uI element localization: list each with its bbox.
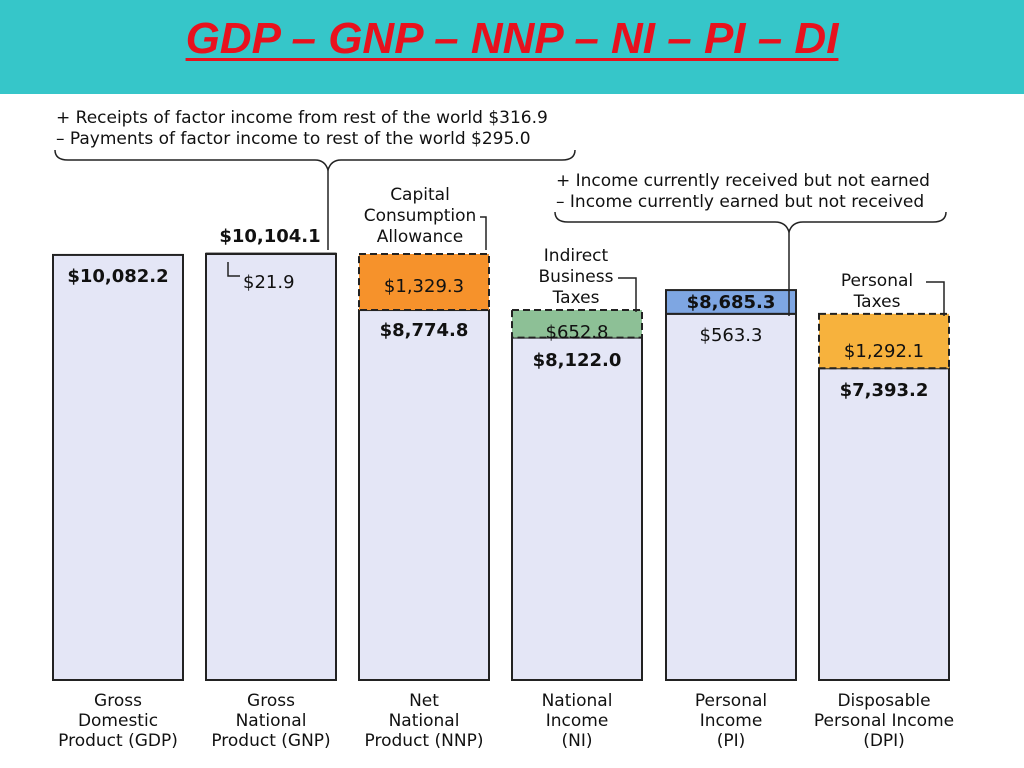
value-label-2: $8,774.8: [380, 320, 469, 341]
category-label-line: National: [541, 691, 613, 711]
annotation-personal-taxes-line-0: Personal: [841, 271, 913, 291]
annotation-indirect-line-1: Business: [539, 267, 614, 287]
segment-label-3: $652.8: [546, 322, 609, 343]
category-label-line: Personal: [694, 691, 768, 711]
category-label-line: Gross: [94, 691, 142, 711]
annotation-capital-line-0: Capital: [390, 185, 450, 205]
category-label-1: Gross National Product (GNP): [186, 691, 356, 751]
category-label-line: Income: [545, 711, 609, 731]
category-label-0: Gross Domestic Product (GDP): [33, 691, 203, 751]
annotation-income-received: + Income currently received but not earn…: [556, 171, 930, 191]
category-label-line: Income: [699, 711, 763, 731]
value-label-1: $10,104.1: [219, 226, 320, 247]
category-label-4: Personal Income (PI): [646, 691, 816, 751]
bar-3: [511, 336, 643, 681]
annotation-personal-taxes-line-1: Taxes: [853, 292, 901, 312]
category-label-line: Product (NNP): [364, 731, 484, 751]
value-label-0: $10,082.2: [67, 266, 168, 287]
annotation-indirect-line-0: Indirect: [544, 246, 609, 266]
bar-4: [665, 312, 797, 681]
category-label-line: (DPI): [863, 731, 905, 751]
bar-2: [358, 309, 490, 681]
segment-label-2: $1,329.3: [384, 276, 464, 297]
segment-4: [665, 289, 797, 315]
category-label-line: Disposable: [837, 691, 931, 711]
bar-0: [52, 253, 184, 681]
category-label-3: National Income (NI): [492, 691, 662, 751]
category-label-line: Product (GNP): [211, 731, 331, 751]
gnp-segment-connector: [227, 262, 240, 277]
segment-label-1: $21.9: [243, 272, 295, 293]
segment-label-4: $563.3: [700, 325, 763, 346]
annotation-capital-line-2: Allowance: [377, 227, 463, 247]
income-adjustments-brace: [554, 211, 947, 235]
category-label-line: National: [388, 711, 460, 731]
annotation-capital-line-1: Consumption: [364, 206, 477, 226]
annotation-factor-payments: – Payments of factor income to rest of t…: [56, 129, 531, 149]
personal-taxes-connector: [926, 281, 945, 316]
category-label-2: Net National Product (NNP): [339, 691, 509, 751]
segment-5: [818, 312, 950, 370]
category-label-line: (PI): [716, 731, 746, 751]
value-label-4: $8,685.3: [687, 292, 776, 313]
annotation-factor-receipts: + Receipts of factor income from rest of…: [56, 108, 548, 128]
segment-2: [358, 253, 490, 312]
segment-3: [511, 309, 643, 339]
capital-connector: [480, 216, 487, 250]
indirect-connector: [618, 277, 637, 312]
value-label-3: $8,122.0: [533, 350, 622, 371]
value-label-5: $7,393.2: [840, 380, 929, 401]
category-label-5: Disposable Personal Income (DPI): [799, 691, 969, 751]
annotation-income-earned: – Income currently earned but not receiv…: [556, 192, 924, 212]
bar-5: [818, 367, 950, 681]
bar-1: [205, 253, 337, 681]
category-label-line: Gross: [247, 691, 295, 711]
chart: $21.9 $1,329.3 $652.8 $563.3 $1,292.1 $10,082…: [52, 108, 950, 681]
page-title: GDP – GNP – NNP – NI – PI – DI: [185, 14, 839, 63]
category-label-line: Domestic: [77, 711, 159, 731]
annotation-indirect-line-2: Taxes: [552, 288, 600, 308]
segment-label-5: $1,292.1: [844, 341, 924, 362]
category-label-line: Net: [409, 691, 439, 711]
category-label-line: National: [235, 711, 307, 731]
title-bar: [0, 0, 1024, 94]
factor-income-brace: [54, 149, 576, 173]
category-label-line: Product (GDP): [58, 731, 178, 751]
category-label-line: (NI): [561, 731, 593, 751]
segment-1: [205, 252, 337, 255]
category-label-line: Personal Income: [813, 711, 955, 731]
